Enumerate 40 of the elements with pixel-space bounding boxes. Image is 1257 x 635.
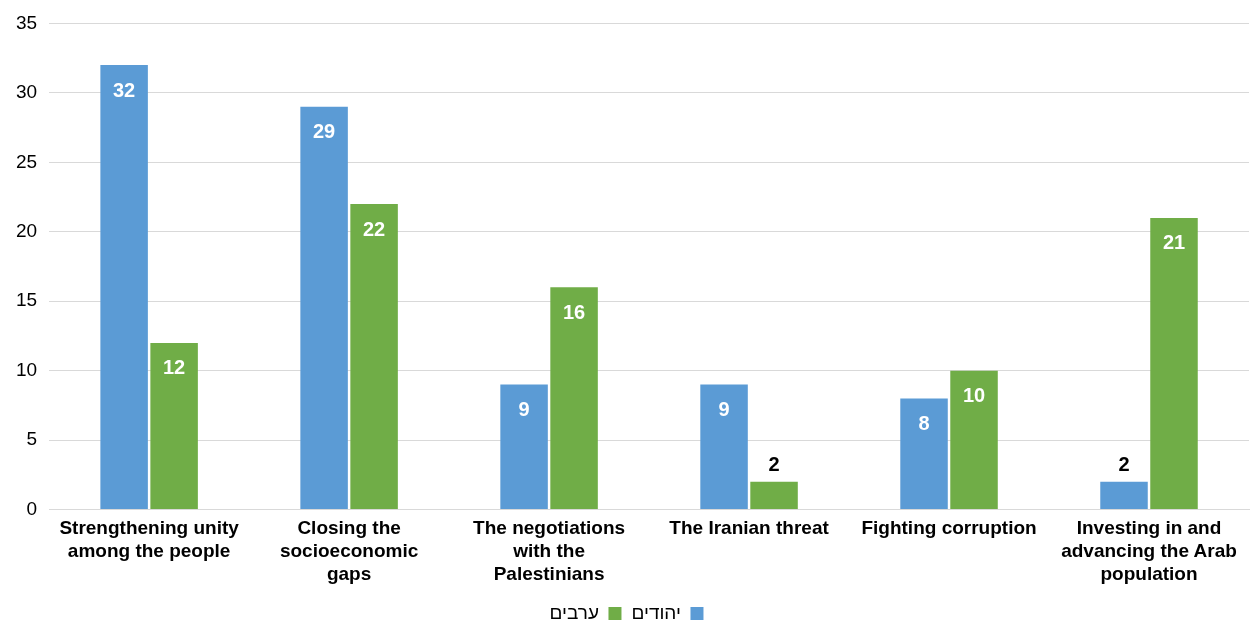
data-label: 12 [162,356,186,379]
y-tick-label: 35 [15,11,38,33]
data-label: 32 [113,78,136,101]
bar [550,287,598,510]
y-tick-label: 5 [26,428,38,450]
data-label: 10 [962,384,986,407]
data-label: 2 [768,453,780,476]
legend-label: ערבים [549,601,599,623]
x-tick-label: Investing in and advancing the Arab population [1061,517,1237,584]
y-tick-label: 20 [15,220,38,242]
data-label: 22 [362,217,386,240]
y-tick-label: 0 [26,497,38,519]
data-label: 9 [718,398,730,421]
data-label: 2 [1118,453,1130,476]
y-tick-label: 10 [15,358,38,380]
bar [950,370,998,510]
data-label: 21 [1162,231,1186,254]
bar [1150,217,1198,510]
data-label: 8 [918,411,930,434]
bar [1100,481,1148,510]
x-tick-label: The Iranian threat [669,517,830,539]
bar [300,106,348,510]
bar [350,203,398,510]
x-tick-label: The negotiations with the Palestinians [473,517,626,584]
bar [750,481,798,510]
bar [500,384,548,510]
y-tick-label: 15 [15,289,38,311]
y-tick-label: 25 [15,150,38,172]
x-tick-label: Strengthening unity among the people [59,517,240,562]
bar [700,384,748,510]
data-label: 29 [312,120,336,143]
x-tick-label: Fighting corruption [861,517,1037,539]
data-label: 9 [518,398,530,421]
legend-label: יהודים [631,601,681,623]
bar [900,398,948,510]
x-tick-label: Closing the socioeconomic gaps [279,517,419,584]
y-tick-label: 30 [15,81,38,103]
bar [150,342,198,510]
data-label: 16 [562,300,586,323]
bar [100,65,148,510]
